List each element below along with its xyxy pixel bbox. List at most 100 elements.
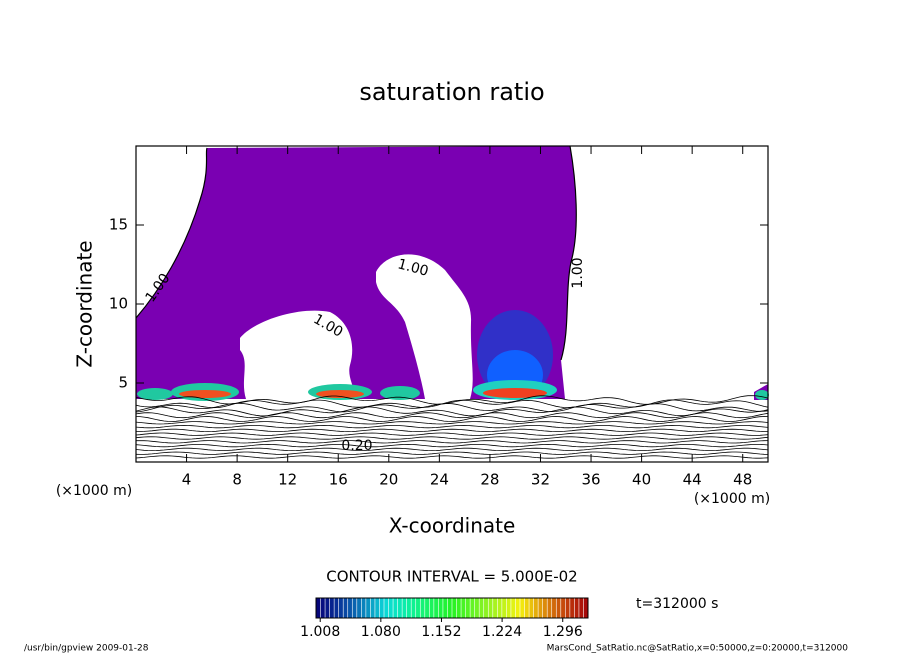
saturated-region: [136, 146, 577, 399]
colorbar-swatch: [384, 598, 390, 618]
x-tick-label: 40: [632, 471, 651, 489]
colorbar-swatch: [465, 598, 471, 618]
contour-line: [135, 424, 769, 429]
colorbar-tick-label: 1.080: [361, 624, 401, 640]
colorbar-tick-label: 1.008: [300, 624, 340, 640]
colorbar-swatch: [488, 598, 494, 618]
colorbar-swatch: [352, 598, 358, 618]
colorbar-swatch: [397, 598, 403, 618]
colorbar-swatch: [447, 598, 453, 618]
colorbar: [315, 598, 589, 618]
y-tick-label: 10: [109, 295, 128, 313]
colorbar-frame: [315, 597, 589, 619]
contour-line: [560, 145, 577, 361]
colorbar-swatch: [583, 598, 589, 618]
colorbar-swatch: [456, 598, 462, 618]
contour-label: 1.00: [570, 257, 586, 288]
x-unit: (×1000 m): [694, 491, 770, 507]
plume: [755, 390, 769, 400]
colorbar-swatch: [415, 598, 421, 618]
colorbar-swatch: [542, 598, 548, 618]
colorbar-swatch: [501, 598, 507, 618]
colorbar-swatch: [538, 598, 544, 618]
colorbar-swatch: [433, 598, 439, 618]
contour-interval: CONTOUR INTERVAL = 5.000E-02: [326, 568, 577, 586]
colorbar-swatch: [574, 598, 580, 618]
colorbar-swatch: [320, 598, 326, 618]
colorbar-swatch: [506, 598, 512, 618]
plume: [483, 388, 547, 398]
colorbar-swatch: [569, 598, 575, 618]
colorbar-swatch: [461, 598, 467, 618]
colorbar-swatch: [393, 598, 399, 618]
plume: [179, 390, 231, 398]
colorbar-swatch: [547, 598, 553, 618]
x-tick-label: 36: [581, 471, 600, 489]
colorbar-swatch: [515, 598, 521, 618]
contour-lines: [135, 145, 769, 459]
colorbar-swatch: [347, 598, 353, 618]
contour-line: [135, 402, 769, 413]
colorbar-swatch: [370, 598, 376, 618]
colorbar-swatch: [374, 598, 380, 618]
colorbar-swatch: [420, 598, 426, 618]
colorbar-swatch: [492, 598, 498, 618]
x-tick-label: 16: [329, 471, 348, 489]
contour-line: [135, 447, 769, 452]
contour-line: [135, 147, 208, 319]
contour-line: [135, 395, 769, 405]
colorbar-swatch: [325, 598, 331, 618]
colorbar-swatch: [474, 598, 480, 618]
x-tick-label: 28: [480, 471, 499, 489]
contour-line: [135, 412, 769, 419]
contour-line: [135, 451, 769, 455]
colorbar-swatch: [442, 598, 448, 618]
plume: [380, 386, 420, 400]
contour-line: [135, 440, 769, 444]
colorbar-swatch: [560, 598, 566, 618]
footer-right: MarsCond_SatRatio.nc@SatRatio,x=0:50000,…: [547, 644, 849, 654]
colorbar-swatch: [411, 598, 417, 618]
colorbar-swatch: [365, 598, 371, 618]
x-tick-label: 8: [232, 471, 242, 489]
x-tick-label: 48: [733, 471, 752, 489]
colorbar-swatch: [424, 598, 430, 618]
contour-line: [135, 443, 769, 448]
colorbar-swatch: [402, 598, 408, 618]
colorbar-swatch: [551, 598, 557, 618]
x-tick-label: 24: [430, 471, 449, 489]
footer-left: /usr/bin/gpview 2009-01-28: [24, 644, 149, 654]
x-tick-label: 4: [182, 471, 192, 489]
colorbar-swatch: [483, 598, 489, 618]
colorbar-swatch: [429, 598, 435, 618]
colorbar-swatch: [556, 598, 562, 618]
colorbar-swatch: [565, 598, 571, 618]
colorbar-swatch: [479, 598, 485, 618]
x-tick-label: 20: [379, 471, 398, 489]
contour-line: [135, 399, 769, 409]
colorbar-tick-label: 1.224: [482, 624, 522, 640]
colorbar-swatch: [406, 598, 412, 618]
y-tick-label: 5: [118, 374, 128, 392]
contour-line: [135, 436, 769, 440]
y-tick-label: 15: [109, 216, 128, 234]
colorbar-swatch: [379, 598, 385, 618]
x-axis-label: X-coordinate: [389, 514, 516, 538]
contour-label: 1.00: [396, 256, 430, 280]
y-axis-label: Z-coordinate: [73, 240, 97, 367]
colorbar-swatch: [452, 598, 458, 618]
contour-line: [135, 432, 769, 436]
colorbar-swatch: [338, 598, 344, 618]
contour-line: [135, 406, 769, 417]
colorbar-swatch: [343, 598, 349, 618]
colorbar-swatch: [470, 598, 476, 618]
colorbar-swatch: [497, 598, 503, 618]
field: [136, 146, 769, 401]
colorbar-swatch: [529, 598, 535, 618]
colorbar-swatch: [361, 598, 367, 618]
colorbar-swatch: [388, 598, 394, 618]
y-unit: (×1000 m): [56, 483, 132, 499]
colorbar-swatch: [510, 598, 516, 618]
time-label: t=312000 s: [636, 596, 718, 612]
colorbar-swatch: [316, 598, 322, 618]
